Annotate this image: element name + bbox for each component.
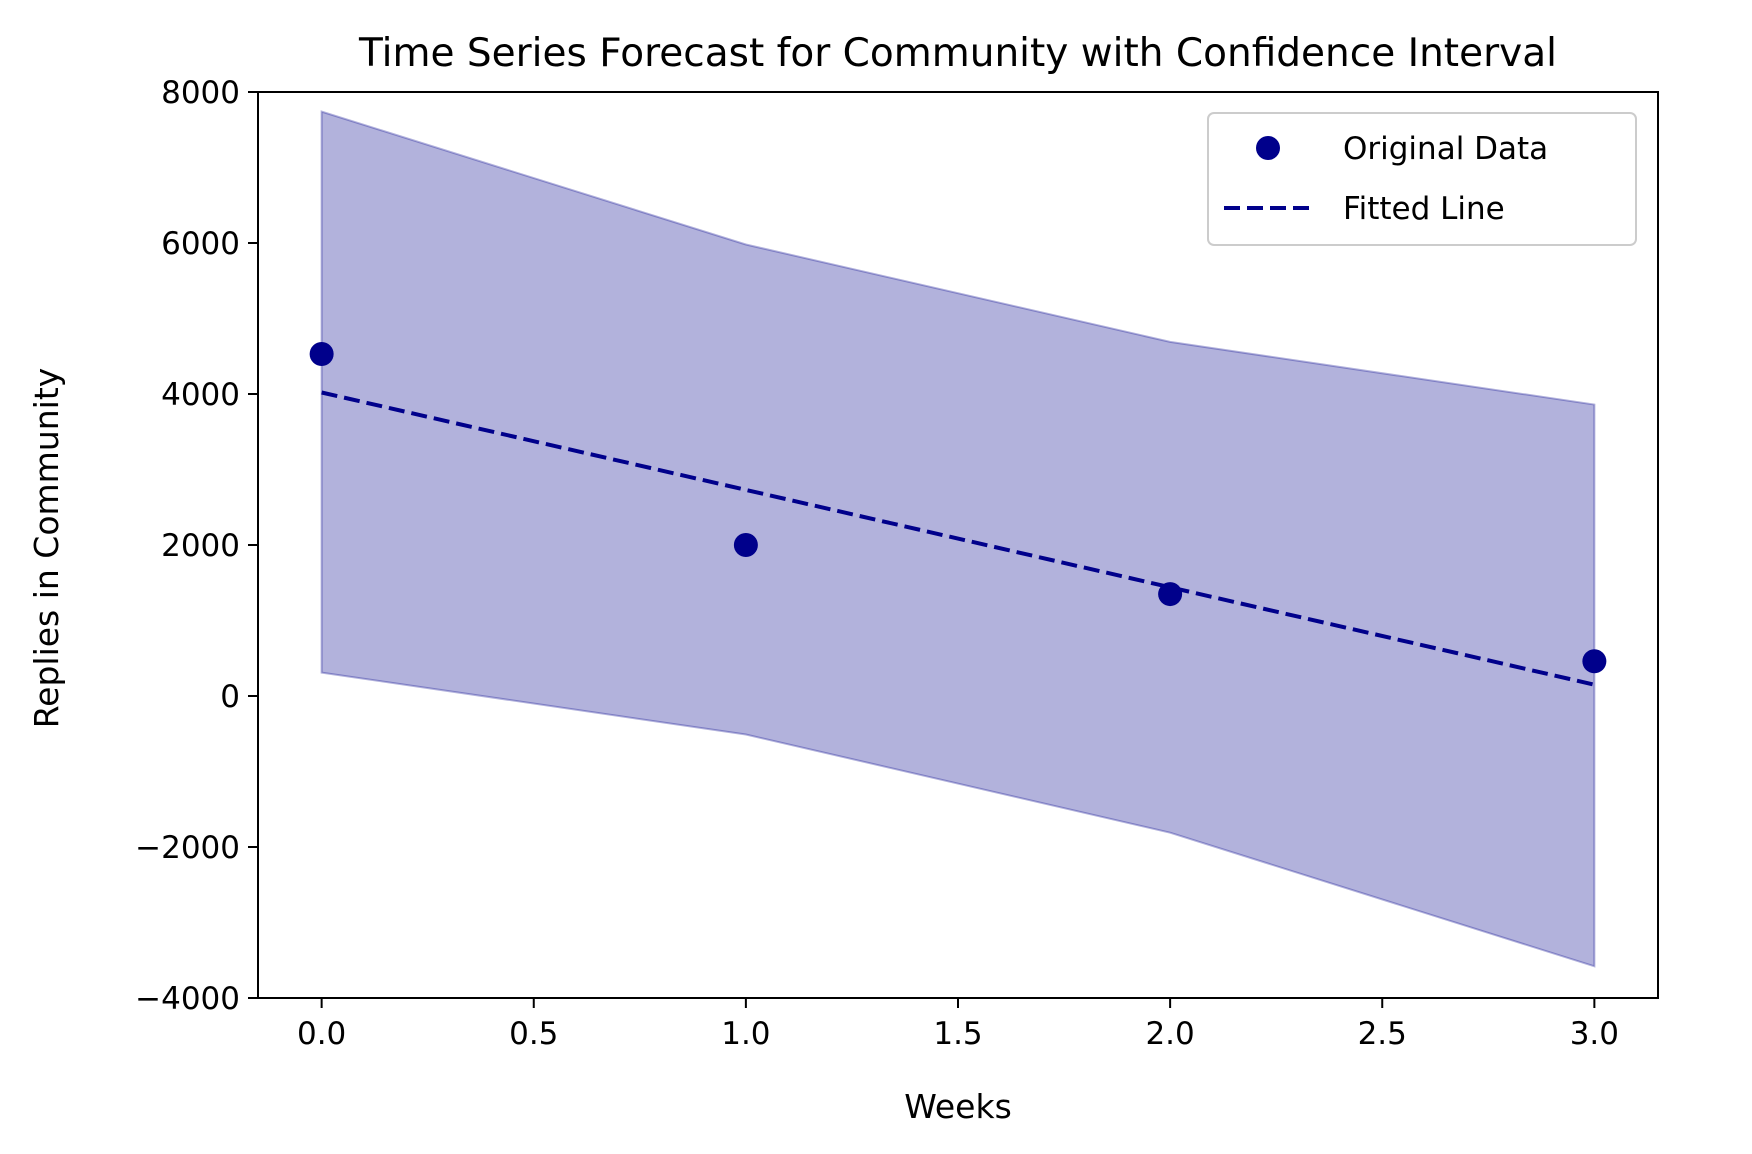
x-tick-label: 2.0 [1145,1016,1194,1052]
y-axis-ticks: −4000 −2000 0 2000 4000 6000 8000 [135,75,258,1017]
chart-title: Time Series Forecast for Community with … [358,31,1557,76]
data-point [733,533,758,557]
legend: Original Data Fitted Line [1207,112,1637,246]
y-tick-label: 6000 [161,226,240,262]
y-tick-label: 0 [220,679,240,715]
x-axis-label: Weeks [904,1087,1012,1126]
y-tick-label: 4000 [161,377,240,413]
data-point [1582,649,1607,674]
y-tick-label: 8000 [161,75,240,111]
data-point [1158,582,1183,607]
y-tick-label: −4000 [135,981,240,1017]
y-tick-label: −2000 [135,830,240,866]
fitted-line [321,390,1595,687]
y-axis-label: Replies in Community [27,368,66,729]
legend-box [1207,112,1637,246]
data-point [309,341,334,366]
legend-label-original-data: Original Data [1343,131,1548,167]
x-tick-label: 0.0 [297,1016,346,1052]
legend-marker-original-data [1256,136,1280,160]
y-tick-label: 2000 [161,528,240,564]
x-tick-label: 1.5 [933,1016,982,1052]
legend-label-fitted-line: Fitted Line [1343,191,1505,227]
x-tick-label: 1.0 [721,1016,770,1052]
data-points-layer [309,341,1607,674]
fitted-line-layer [321,390,1595,687]
x-tick-label: 0.5 [509,1016,558,1052]
x-axis-ticks: 0.0 0.5 1.0 1.5 2.0 2.5 3.0 [297,998,1619,1052]
plot-area [309,110,1607,968]
x-tick-label: 3.0 [1570,1016,1619,1052]
x-tick-label: 2.5 [1358,1016,1407,1052]
